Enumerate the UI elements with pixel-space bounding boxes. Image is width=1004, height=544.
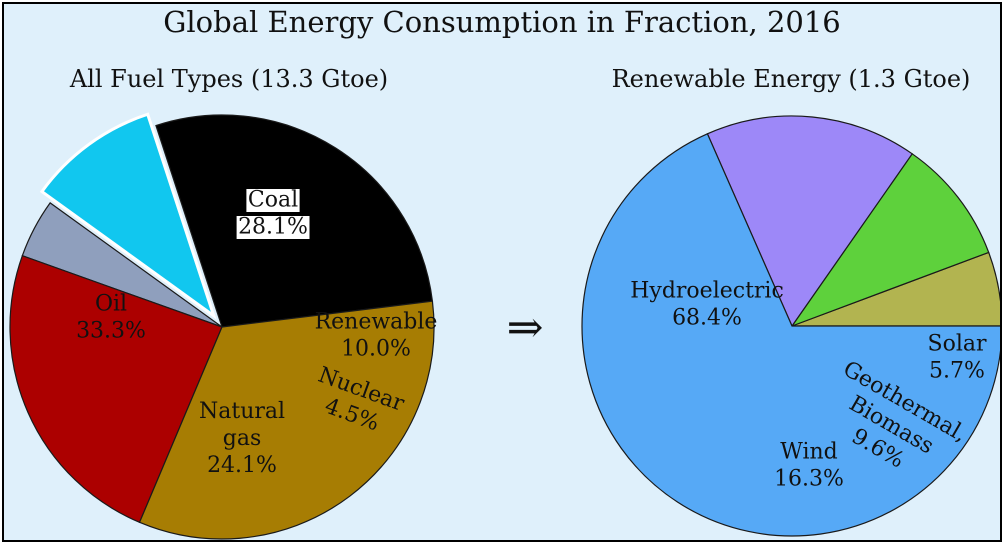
fuel-types-pie [9,112,435,540]
value-label-renewable: 10.0% [341,337,411,362]
name-label-renewable: Renewable [315,310,438,335]
label-highlight-box [235,215,311,240]
slice-geothermal-biomass [790,152,990,328]
name-label-hydroelectric: Hydroelectric [630,279,784,304]
renewable-pie [581,115,1000,537]
slice-wind [706,115,914,328]
value-label-solar: 5.7% [929,359,985,384]
value-label-natural-gas: 24.1% [207,453,277,478]
name-label-wind: Wind [780,440,838,465]
slice-hydroelectric [581,133,1000,537]
figure-title: Global Energy Consumption in Fraction, 2… [163,5,841,39]
name-label-oil: Oil [95,292,127,317]
slice-renewable [39,112,217,320]
label-highlight-box [245,188,301,213]
name-label-coal: Coal [248,188,298,213]
slice-oil [138,300,435,540]
value-label-oil: 33.3% [76,319,146,344]
left-chart-title: All Fuel Types (13.3 Gtoe) [69,65,388,93]
name-label-natural-gas: Natural [199,399,285,424]
value-label-hydroelectric: 68.4% [672,306,742,331]
name-label-natural-gas-1: gas [223,426,262,451]
value-label-coal: 28.1% [238,215,308,240]
energy-figure: Global Energy Consumption in Fraction, 2… [9,5,1000,540]
value-label-wind: 16.3% [774,467,844,492]
fuel-types-labels: Coal28.1%Renewable10.0%Nuclear4.5%Natura… [76,188,437,479]
implies-arrow-icon: ⇒ [507,302,544,353]
name-label-solar: Solar [928,332,987,357]
slice-natural-gas [9,254,223,524]
right-chart-title: Renewable Energy (1.3 Gtoe) [612,65,971,93]
